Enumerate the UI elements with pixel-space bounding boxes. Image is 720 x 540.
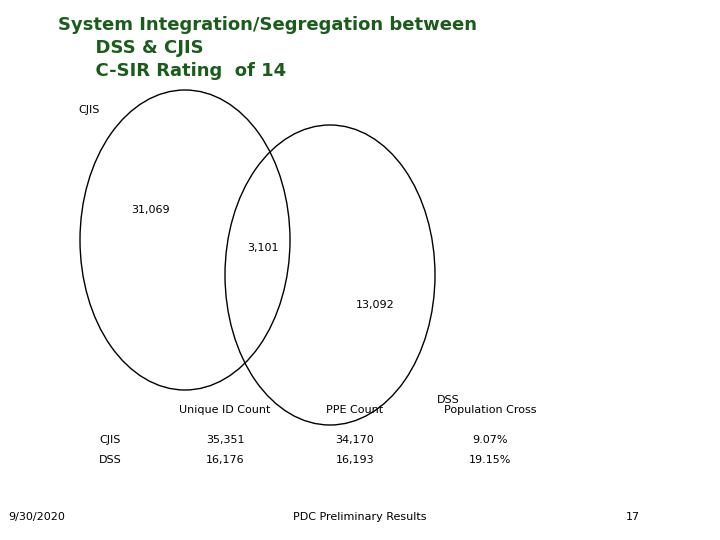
Text: 17: 17 (626, 512, 640, 522)
Text: CJIS: CJIS (99, 435, 121, 445)
Text: 34,170: 34,170 (336, 435, 374, 445)
Text: DSS: DSS (99, 455, 122, 465)
Text: 13,092: 13,092 (356, 300, 395, 310)
Text: 9.07%: 9.07% (472, 435, 508, 445)
Text: Unique ID Count: Unique ID Count (179, 405, 271, 415)
Text: PPE Count: PPE Count (326, 405, 384, 415)
Text: 35,351: 35,351 (206, 435, 244, 445)
Text: 16,193: 16,193 (336, 455, 374, 465)
Text: System Integration/Segregation between
      DSS & CJIS
      C-SIR Rating  of 1: System Integration/Segregation between D… (58, 16, 477, 80)
Text: PDC Preliminary Results: PDC Preliminary Results (293, 512, 427, 522)
Text: 9/30/2020: 9/30/2020 (8, 512, 65, 522)
Text: 3,101: 3,101 (247, 242, 278, 253)
Text: 16,176: 16,176 (206, 455, 244, 465)
Text: Population Cross: Population Cross (444, 405, 536, 415)
Text: 19.15%: 19.15% (469, 455, 511, 465)
Text: 31,069: 31,069 (131, 205, 169, 215)
Text: DSS: DSS (437, 395, 460, 405)
Text: CJIS: CJIS (78, 105, 99, 115)
